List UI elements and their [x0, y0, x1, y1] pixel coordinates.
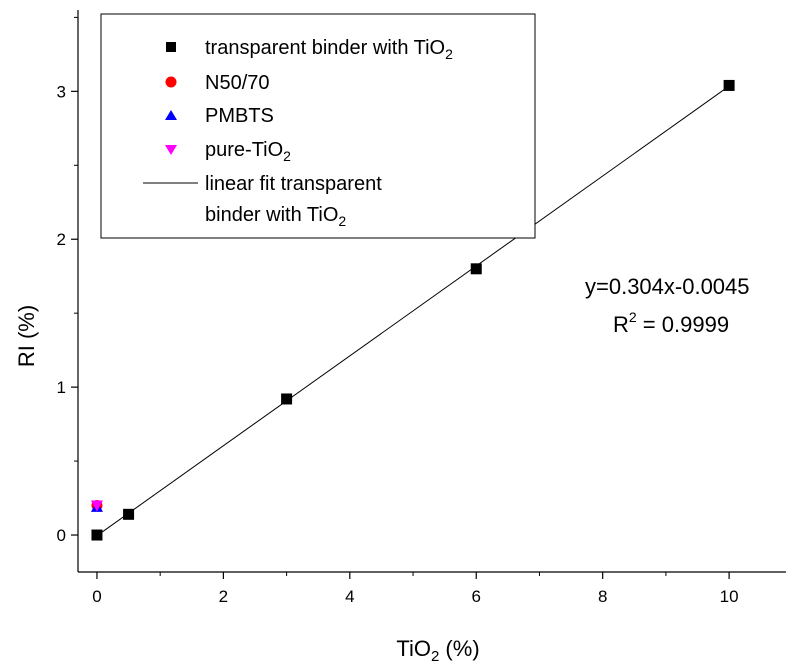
legend-label-fit-line2: binder with TiO2 [205, 204, 346, 229]
point-square [723, 79, 735, 91]
points-layer [90, 79, 735, 541]
x-tick-label: 6 [472, 587, 481, 606]
fit-line [96, 85, 730, 537]
legend-marker-triangle-down [165, 145, 177, 155]
legend-marker-square [166, 42, 176, 52]
y-axis-title: RI (%) [14, 305, 39, 367]
legend: transparent binder with TiO2 N50/70 PMBT… [100, 13, 536, 239]
legend-label-fit-line1: linear fit transparent [205, 173, 382, 195]
x-tick-label: 8 [598, 587, 607, 606]
axes: 0 2 4 6 8 10 0 1 2 3 [57, 10, 786, 606]
fit-layer [96, 85, 730, 537]
y-tick-label: 2 [57, 230, 66, 249]
legend-label-n5070: N50/70 [205, 72, 270, 94]
legend-marker-circle [165, 76, 177, 88]
legend-marker-triangle-up [165, 110, 177, 120]
point-triangle-down [90, 500, 103, 512]
point-square [123, 508, 135, 520]
x-tick-label: 0 [92, 587, 101, 606]
legend-label-pmbts: PMBTS [205, 105, 274, 127]
fit-r-squared: R2 = 0.9999 [613, 309, 729, 337]
x-tick-label: 4 [345, 587, 354, 606]
fit-equation: y=0.304x-0.0045 [585, 274, 750, 299]
x-tick-label: 2 [219, 587, 228, 606]
point-square [470, 263, 482, 275]
x-axis-title: TiO2 (%) [396, 636, 479, 665]
y-tick-label: 0 [57, 526, 66, 545]
x-tick-label: 10 [720, 587, 739, 606]
legend-label-binder: transparent binder with TiO2 [205, 37, 453, 62]
legend-label-pure-tio2: pure-TiO2 [205, 139, 291, 164]
point-square [91, 529, 103, 541]
y-tick-label: 1 [57, 378, 66, 397]
y-tick-label: 3 [57, 82, 66, 101]
point-square [281, 393, 293, 405]
